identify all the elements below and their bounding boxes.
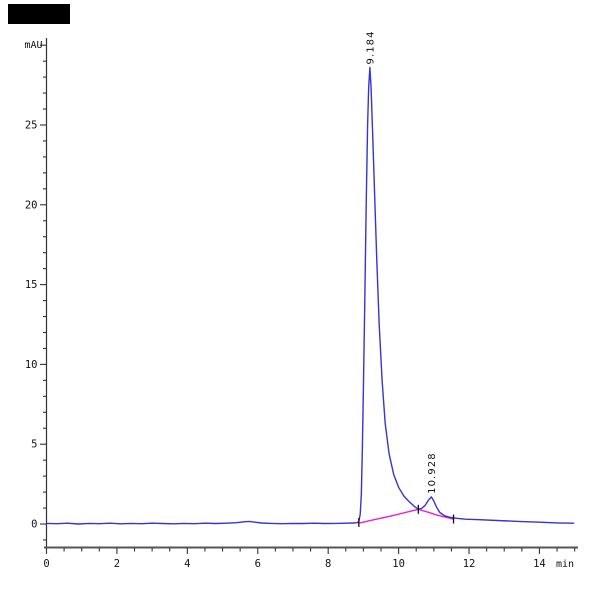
- x-axis-unit-label: min: [556, 559, 574, 570]
- peak-retention-time-label: 9.184: [365, 30, 376, 64]
- x-tick-label: 14: [533, 558, 546, 570]
- y-tick-label: 0: [31, 519, 37, 531]
- y-tick-label: 10: [25, 359, 38, 371]
- x-tick-label: 0: [43, 558, 49, 570]
- y-tick-label: 20: [25, 199, 38, 211]
- uv-signal-trace: [45, 66, 575, 525]
- x-tick-label: 10: [392, 558, 405, 570]
- y-tick-label: 5: [31, 439, 37, 451]
- peak-retention-time-label: 10.928: [427, 452, 438, 494]
- y-tick-label: 15: [25, 279, 38, 291]
- x-tick-label: 12: [463, 558, 476, 570]
- black-marker-box: [8, 4, 70, 24]
- x-tick-label: 2: [114, 558, 120, 570]
- y-tick-label: 25: [25, 120, 38, 132]
- x-tick-label: 4: [184, 558, 190, 570]
- x-tick-label: 6: [255, 558, 261, 570]
- y-axis-unit-label: mAU: [24, 40, 42, 51]
- x-tick-label: 8: [325, 558, 331, 570]
